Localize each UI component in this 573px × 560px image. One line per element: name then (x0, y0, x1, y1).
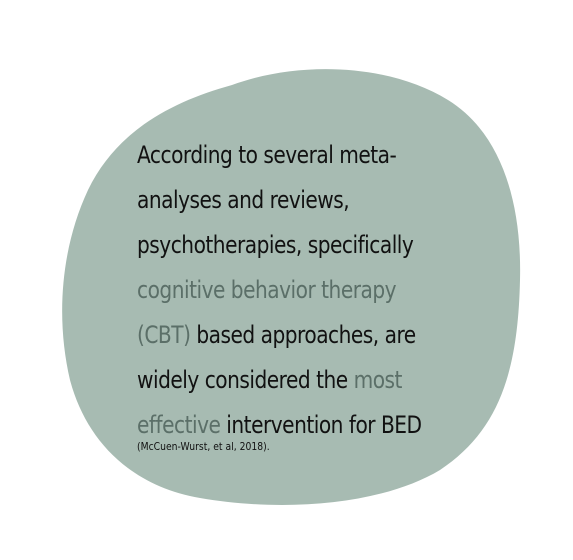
quote-line-6-text: widely considered the (137, 366, 354, 394)
most-highlight: most (353, 366, 403, 394)
quote-line-7: effective intervention for BED (137, 403, 473, 448)
quote-text-block: According to several meta- analyses and … (137, 133, 537, 454)
quote-line-3: psychotherapies, specifically (137, 231, 414, 259)
quote-line-1: According to several meta- (137, 141, 397, 169)
quote-line-7-text: intervention for BED (220, 411, 422, 439)
quote-line-5-text: based approaches, are (190, 321, 416, 349)
cbt-highlight: (CBT) (137, 321, 191, 349)
quote-line-2: analyses and reviews, (137, 186, 350, 214)
blob-shape (62, 69, 521, 505)
quote-line-6: widely considered the most (137, 358, 473, 403)
effective-highlight: effective (137, 411, 221, 439)
citation: (McCuen-Wurst, et al, 2018). (137, 440, 270, 453)
quote-line-4-highlight: cognitive behavior therapy (137, 276, 397, 304)
quote-line-5: (CBT) based approaches, are (137, 313, 473, 358)
